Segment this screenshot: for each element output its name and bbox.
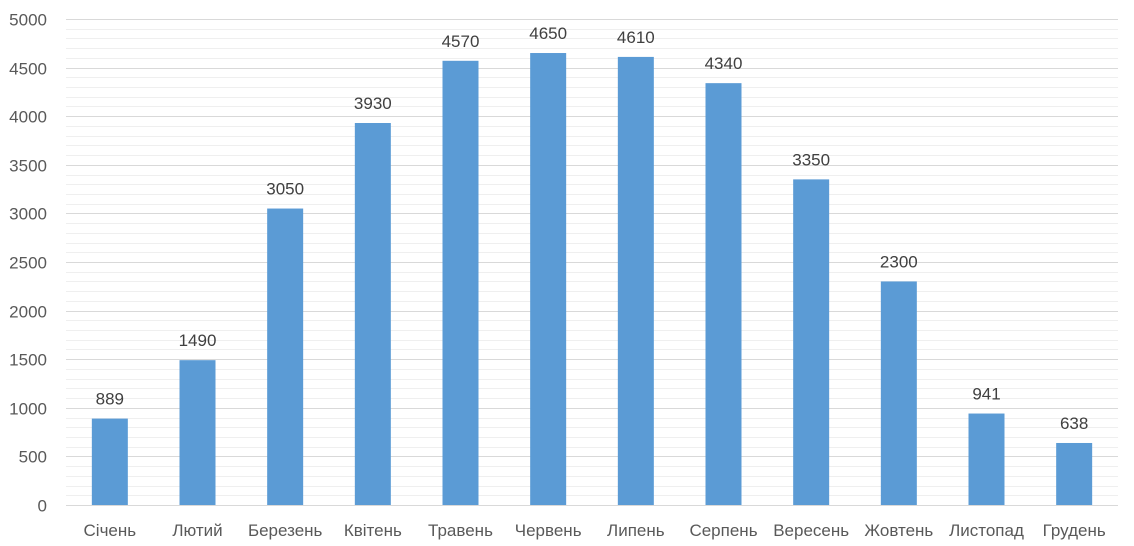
data-label: 1490 — [179, 331, 217, 350]
y-tick-label: 2500 — [9, 254, 47, 273]
x-tick-label: Січень — [84, 521, 137, 540]
x-tick-label: Листопад — [949, 521, 1024, 540]
x-tick-label: Липень — [607, 521, 665, 540]
data-label: 3050 — [266, 180, 304, 199]
y-tick-label: 0 — [38, 497, 47, 516]
y-tick-label: 4500 — [9, 60, 47, 79]
bar — [705, 83, 742, 505]
bar — [617, 56, 654, 506]
bar — [530, 53, 567, 506]
data-labels: 889 1490 3050 3930 4570 4650 4610 4340 3350 2300 9… — [96, 24, 1089, 433]
y-tick-label: 500 — [19, 448, 47, 467]
x-tick-label: Лютий — [172, 521, 222, 540]
data-label: 4340 — [705, 54, 743, 73]
x-tick-label: Вересень — [773, 521, 849, 540]
y-tick-label: 3000 — [9, 205, 47, 224]
gridlines — [66, 19, 1118, 506]
bar — [267, 208, 304, 506]
x-tick-label: Грудень — [1043, 521, 1106, 540]
bar — [1056, 442, 1093, 505]
data-label: 2300 — [880, 252, 918, 271]
data-label: 638 — [1060, 414, 1088, 433]
x-tick-label: Жовтень — [864, 521, 933, 540]
y-tick-label: 4000 — [9, 108, 47, 127]
data-label: 889 — [96, 390, 124, 409]
y-tick-label: 3500 — [9, 157, 47, 176]
x-tick-label: Червень — [515, 521, 582, 540]
y-tick-label: 2000 — [9, 303, 47, 322]
y-tick-label: 1000 — [9, 400, 47, 419]
bar — [442, 60, 479, 506]
bar — [968, 413, 1005, 505]
x-axis: Січень Лютий Березень Квітень Травень Червень… — [84, 521, 1106, 540]
data-label: 941 — [972, 385, 1000, 404]
bar — [880, 281, 917, 505]
data-label: 4650 — [529, 24, 567, 43]
y-axis: 0 500 1000 1500 2000 2500 3000 3500 4000 4500 5000 — [9, 11, 47, 516]
x-tick-label: Серпень — [689, 521, 757, 540]
y-tick-label: 5000 — [9, 11, 47, 30]
data-label: 4610 — [617, 28, 655, 47]
data-label: 4570 — [442, 32, 480, 51]
data-label: 3930 — [354, 94, 392, 113]
bars — [91, 53, 1093, 506]
x-tick-label: Квітень — [344, 521, 402, 540]
x-tick-label: Травень — [428, 521, 493, 540]
bar — [354, 123, 391, 505]
bar — [793, 179, 830, 505]
x-tick-label: Березень — [248, 521, 323, 540]
bar — [179, 360, 216, 505]
bar — [91, 418, 128, 505]
data-label: 3350 — [792, 150, 830, 169]
y-tick-label: 1500 — [9, 351, 47, 370]
